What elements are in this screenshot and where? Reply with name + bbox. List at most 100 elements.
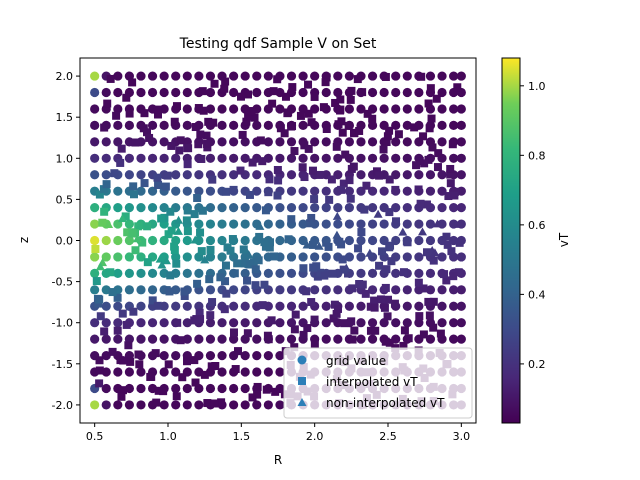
interpolated-point (176, 136, 185, 145)
grid-point (171, 383, 181, 394)
interpolated-point (415, 312, 424, 321)
interpolated-point (99, 185, 108, 194)
interpolated-point (273, 75, 282, 84)
grid-point (136, 203, 146, 213)
interpolated-point (335, 237, 344, 246)
interpolated-point (262, 385, 271, 394)
interpolated-point (419, 330, 428, 339)
interpolated-point (372, 167, 381, 176)
interpolated-point (128, 229, 137, 238)
interpolated-point (191, 378, 200, 387)
interpolated-point (339, 179, 348, 188)
grid-point (321, 153, 331, 163)
grid-point (344, 235, 354, 246)
interpolated-point (265, 175, 274, 184)
grid-point (147, 235, 158, 246)
grid-point (240, 318, 250, 328)
grid-point (159, 318, 169, 328)
interpolated-point (129, 307, 138, 316)
interpolated-point (100, 207, 109, 216)
interpolated-point (108, 288, 117, 297)
interpolated-point (284, 235, 293, 244)
interpolated-point (159, 387, 168, 396)
grid-point (275, 301, 285, 311)
interpolated-point (363, 109, 372, 118)
grid-point (90, 203, 100, 213)
grid-point (217, 219, 227, 229)
grid-point (310, 285, 320, 295)
interpolated-point (442, 276, 451, 285)
interpolated-point (191, 123, 200, 132)
grid-point (456, 301, 466, 311)
grid-point (124, 153, 134, 163)
grid-point (113, 87, 123, 98)
grid-point (286, 137, 297, 147)
interpolated-point (229, 328, 238, 337)
interpolated-point (303, 324, 312, 333)
interpolated-point (221, 77, 230, 86)
interpolated-point (110, 169, 119, 178)
grid-point (356, 104, 366, 114)
grid-point (391, 104, 401, 114)
grid-point (333, 71, 343, 81)
interpolated-point (180, 287, 189, 296)
grid-point (124, 383, 134, 394)
grid-point (344, 203, 354, 213)
grid-point (90, 71, 100, 81)
interpolated-point (383, 312, 392, 321)
interpolated-point (455, 238, 464, 247)
grid-point (124, 120, 134, 131)
grid-point (136, 268, 146, 278)
interpolated-point (379, 145, 388, 154)
grid-point (437, 137, 447, 147)
grid-point (182, 120, 192, 131)
grid-point (263, 219, 273, 229)
interpolated-point (96, 312, 105, 321)
interpolated-point (254, 256, 263, 265)
interpolated-point (240, 259, 249, 268)
grid-point (252, 318, 262, 328)
grid-point (252, 334, 262, 344)
interpolated-point (304, 109, 313, 118)
grid-point (425, 334, 436, 344)
grid-point (391, 87, 401, 98)
interpolated-point (288, 83, 297, 92)
grid-point (229, 285, 239, 295)
grid-point (333, 219, 343, 229)
grid-point (437, 186, 447, 196)
grid-point (321, 252, 331, 262)
grid-point (425, 186, 436, 196)
interpolated-point (273, 191, 282, 200)
grid-point (402, 186, 412, 196)
interpolated-point (206, 245, 215, 254)
interpolated-point (381, 283, 390, 292)
grid-point (263, 120, 273, 131)
grid-point (240, 285, 250, 295)
x-axis-label: R (274, 453, 282, 467)
grid-point (333, 87, 343, 98)
interpolated-point (183, 357, 192, 366)
interpolated-point (375, 261, 384, 270)
non-interpolated-point (307, 218, 317, 227)
grid-point (101, 350, 111, 361)
y-tick-label: 1.0 (56, 152, 74, 165)
y-axis-label: z (17, 237, 31, 243)
interpolated-point (131, 246, 140, 255)
grid-point (367, 268, 378, 278)
x-tick-label: 1.0 (159, 430, 177, 443)
grid-point (286, 268, 297, 278)
grid-point (159, 120, 169, 131)
interpolated-point (251, 265, 260, 274)
grid-point (229, 71, 239, 81)
colorbar-tick-label: 0.2 (528, 358, 546, 371)
interpolated-point (166, 207, 175, 216)
grid-point (113, 400, 123, 410)
interpolated-point (197, 154, 206, 163)
interpolated-point (380, 303, 389, 312)
non-interpolated-point (332, 211, 342, 220)
interpolated-point (381, 72, 390, 81)
interpolated-point (299, 264, 308, 273)
interpolated-point (210, 79, 219, 88)
grid-point (217, 252, 227, 262)
